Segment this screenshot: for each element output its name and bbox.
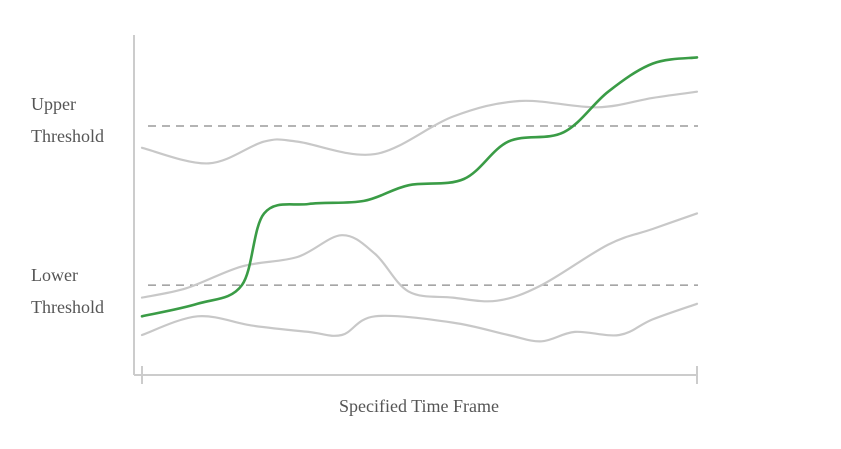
threshold-layer xyxy=(148,125,698,286)
lower-threshold-label: Lower Threshold xyxy=(31,265,104,317)
highlighted-series-line xyxy=(140,56,699,318)
series-line-2 xyxy=(140,212,699,303)
x-axis-label: Specified Time Frame xyxy=(339,396,499,416)
series-line-1 xyxy=(140,90,699,165)
upper-threshold-label: Upper Threshold xyxy=(31,94,104,146)
series-layer xyxy=(140,56,699,343)
series-line-3 xyxy=(140,302,699,343)
